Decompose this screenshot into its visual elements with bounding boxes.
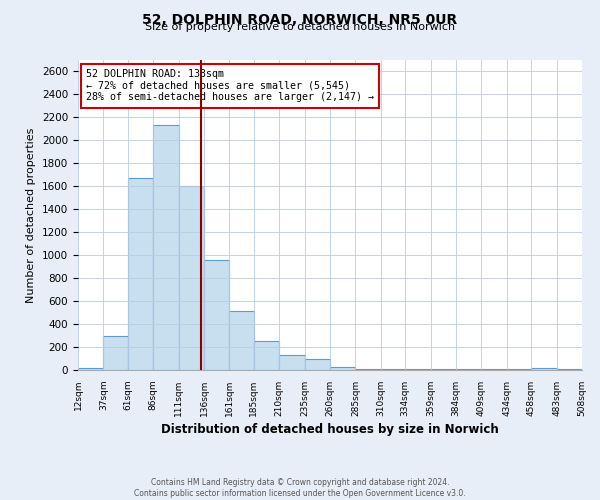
X-axis label: Distribution of detached houses by size in Norwich: Distribution of detached houses by size … [161, 423, 499, 436]
Bar [305, 358, 330, 370]
Bar [330, 366, 355, 370]
Bar [179, 186, 204, 370]
Text: 52, DOLPHIN ROAD, NORWICH, NR5 0UR: 52, DOLPHIN ROAD, NORWICH, NR5 0UR [142, 12, 458, 26]
Bar [103, 336, 128, 370]
Bar [153, 126, 179, 370]
Text: Size of property relative to detached houses in Norwich: Size of property relative to detached ho… [145, 22, 455, 32]
Bar [531, 368, 557, 370]
Y-axis label: Number of detached properties: Number of detached properties [26, 128, 37, 302]
Bar [254, 342, 279, 370]
Bar [128, 178, 153, 370]
Bar [204, 260, 229, 370]
Bar [279, 355, 305, 370]
Bar [78, 368, 103, 370]
Text: Contains HM Land Registry data © Crown copyright and database right 2024.
Contai: Contains HM Land Registry data © Crown c… [134, 478, 466, 498]
Text: 52 DOLPHIN ROAD: 133sqm
← 72% of detached houses are smaller (5,545)
28% of semi: 52 DOLPHIN ROAD: 133sqm ← 72% of detache… [86, 70, 374, 102]
Bar [229, 312, 254, 370]
